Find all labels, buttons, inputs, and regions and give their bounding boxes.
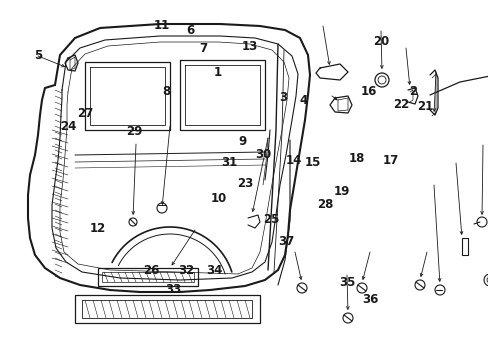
Text: 24: 24 xyxy=(60,120,77,132)
Text: 28: 28 xyxy=(316,198,333,211)
Text: 29: 29 xyxy=(126,125,142,138)
Text: 4: 4 xyxy=(299,94,306,107)
Text: 18: 18 xyxy=(348,152,365,165)
Text: 32: 32 xyxy=(177,264,194,277)
Text: 6: 6 xyxy=(186,24,194,37)
Text: 12: 12 xyxy=(89,222,106,235)
Text: 25: 25 xyxy=(263,213,279,226)
Text: 1: 1 xyxy=(213,66,221,78)
Text: 15: 15 xyxy=(304,156,321,169)
Text: 27: 27 xyxy=(77,107,94,120)
Text: 33: 33 xyxy=(165,283,182,296)
Text: 5: 5 xyxy=(34,49,42,62)
Text: 8: 8 xyxy=(162,85,170,98)
Text: 13: 13 xyxy=(241,40,257,53)
Text: 26: 26 xyxy=(143,264,160,277)
Text: 7: 7 xyxy=(199,42,206,55)
Text: 17: 17 xyxy=(382,154,399,167)
Text: 23: 23 xyxy=(237,177,253,190)
Text: 3: 3 xyxy=(279,91,287,104)
Text: 11: 11 xyxy=(153,19,169,32)
Text: 9: 9 xyxy=(238,135,246,148)
Text: 10: 10 xyxy=(210,192,226,205)
Bar xyxy=(82,300,251,318)
Text: 37: 37 xyxy=(277,235,294,248)
Bar xyxy=(102,272,194,282)
Text: 19: 19 xyxy=(333,185,350,198)
Text: 30: 30 xyxy=(254,148,271,161)
Text: 21: 21 xyxy=(416,100,433,113)
Text: 22: 22 xyxy=(392,98,408,111)
Text: 14: 14 xyxy=(285,154,301,167)
Text: 16: 16 xyxy=(360,85,377,98)
Bar xyxy=(75,295,260,323)
Bar xyxy=(98,268,198,286)
Text: 34: 34 xyxy=(205,264,222,277)
Text: 20: 20 xyxy=(372,35,389,48)
Text: 36: 36 xyxy=(362,293,378,306)
Text: 35: 35 xyxy=(338,276,355,289)
Text: 31: 31 xyxy=(220,156,237,169)
Text: 2: 2 xyxy=(408,85,416,98)
